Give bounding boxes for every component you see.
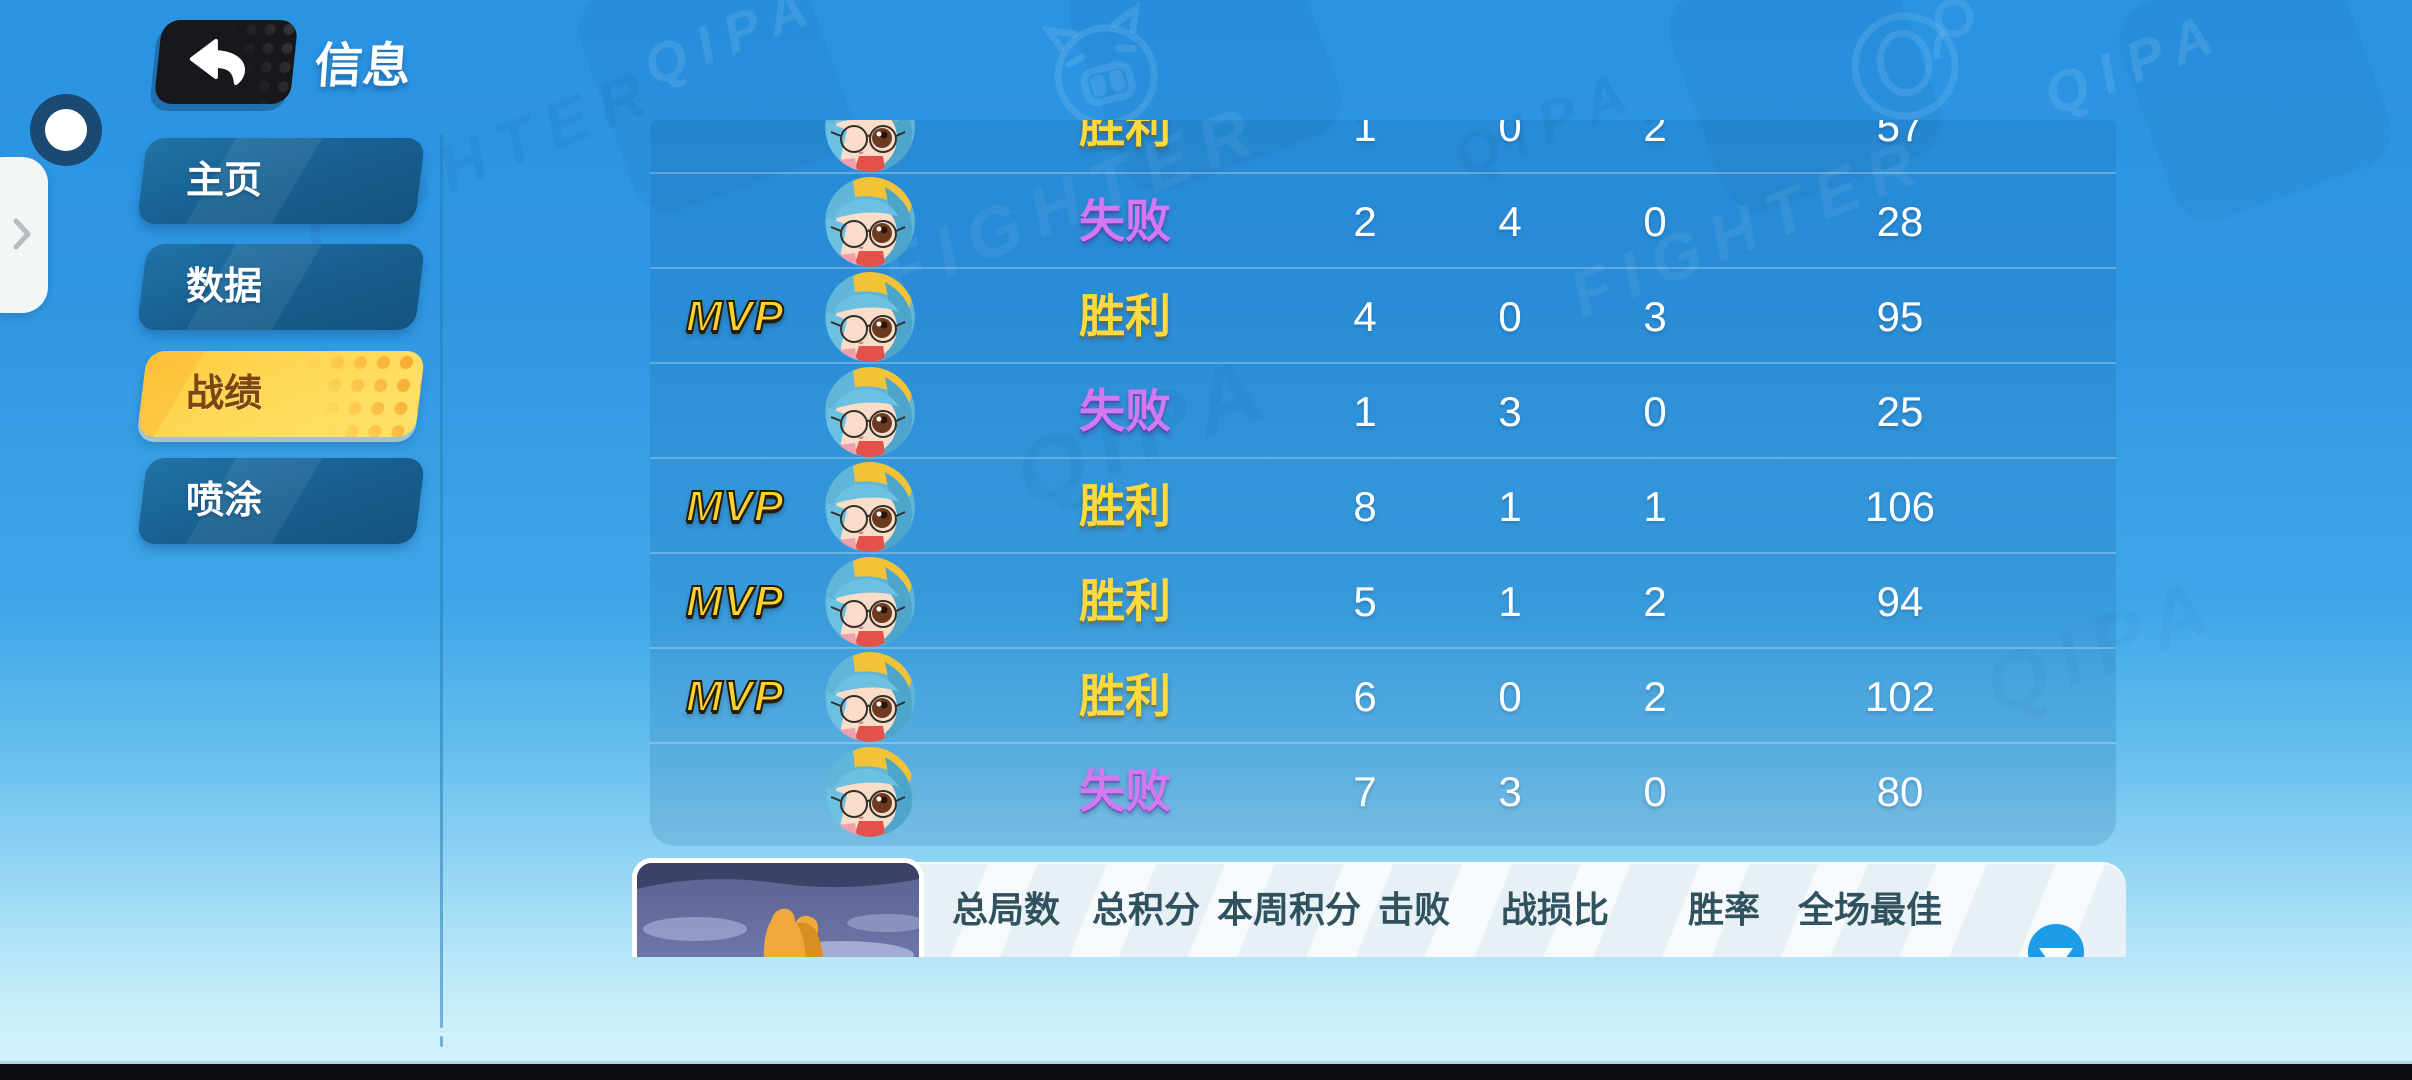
match-result: 胜利 [1079,670,1171,722]
stat-3: 0 [1643,768,1667,815]
summary-header-best-overall: 全场最佳 [1797,889,1943,930]
stat-1: 2 [1353,198,1377,245]
stat-3: 2 [1643,578,1667,625]
match-result: 失败 [1079,765,1171,817]
sidebar-item-home[interactable]: 主页 [136,138,426,224]
stat-3: 2 [1643,673,1667,720]
summary-bar-region: 总局数 总积分 本周积分 击败 战损比 胜率 全场最佳 [630,858,2130,957]
match-result: 失败 [1079,195,1171,247]
sidebar-item-label: 战绩 [186,373,263,415]
watermark-tile [2107,0,2403,233]
avatar [825,177,915,267]
match-row[interactable]: 失败 7 3 0 80 [650,742,2116,837]
avatar [825,120,915,172]
stat-2: 0 [1498,293,1522,340]
match-row[interactable]: 胜利 1 0 2 57 [650,120,2116,172]
sidebar-item-label: 喷涂 [186,480,263,522]
mvp-badge [660,364,810,459]
chevron-right-icon [13,218,31,250]
match-row[interactable]: 失败 2 4 0 28 [650,172,2116,267]
match-rows-viewport[interactable]: 胜利 1 0 2 57 [650,120,2116,846]
summary-header-defeats: 击败 [1377,889,1451,930]
match-score: 106 [1864,483,1936,530]
sidebar-item-data[interactable]: 数据 [136,244,426,330]
mvp-badge [660,120,810,174]
stat-1: 1 [1353,388,1377,435]
match-score: 57 [1876,120,1924,150]
back-button[interactable] [153,20,299,104]
avatar [825,652,915,742]
stat-1: 8 [1353,483,1377,530]
qipa-watermark: QIPA [2035,0,2234,128]
back-arrow-icon [189,39,245,85]
match-row[interactable]: 失败 1 3 0 25 [650,362,2116,457]
qipa-watermark: QIPA [635,0,829,98]
stat-1: 7 [1353,768,1377,815]
mvp-badge [660,744,810,839]
stat-1: 1 [1353,120,1377,150]
match-score: 94 [1876,578,1924,625]
mvp-badge: MVP [685,576,785,627]
match-result: 胜利 [1079,575,1171,627]
match-history-panel: 胜利 1 0 2 57 [650,120,2116,846]
record-dot-icon [30,94,102,166]
match-row[interactable]: MVP 胜利 8 1 1 106 [650,457,2116,552]
summary-header-total-points: 总积分 [1091,889,1201,930]
summary-header-win-rate: 胜率 [1687,889,1761,930]
collapse-arrow-icon [2039,948,2073,957]
stat-2: 4 [1498,198,1522,245]
map-thumbnail[interactable] [632,858,924,957]
match-row[interactable]: MVP 胜利 4 0 3 95 [650,267,2116,362]
match-score: 95 [1876,293,1924,340]
stat-2: 0 [1498,120,1522,150]
match-score: 102 [1864,673,1936,720]
summary-header-week-points: 本周积分 [1216,889,1362,930]
page-title: 信息 [312,40,413,93]
letterbox-bar [0,1064,2412,1080]
match-result: 胜利 [1079,290,1171,342]
stat-2: 1 [1498,483,1522,530]
mvp-badge: MVP [685,671,785,722]
match-row[interactable]: MVP 胜利 5 1 2 94 [650,552,2116,647]
match-score: 28 [1876,198,1924,245]
avatar [825,367,915,457]
mvp-badge [660,174,810,269]
map-thumbnail-image [637,863,919,957]
match-result: 胜利 [1079,120,1171,152]
stat-3: 1 [1643,483,1667,530]
stat-2: 3 [1498,768,1522,815]
stat-3: 3 [1643,293,1667,340]
match-score: 80 [1876,768,1924,815]
stat-2: 3 [1498,388,1522,435]
stat-3: 0 [1643,388,1667,435]
match-result: 胜利 [1079,480,1171,532]
avatar [825,462,915,552]
bottom-edge-line [0,1061,2412,1064]
sidebar-item-spray[interactable]: 喷涂 [136,458,426,544]
avatar [825,272,915,362]
sidebar-item-label: 主页 [186,160,263,202]
mvp-badge: MVP [685,291,785,342]
summary-header-total-games: 总局数 [951,889,1061,930]
avatar [825,557,915,647]
sidebar-divider [440,134,443,1028]
stat-3: 0 [1643,198,1667,245]
stat-3: 2 [1643,120,1667,150]
match-row[interactable]: MVP 胜利 6 0 2 102 [650,647,2116,742]
sidebar-collapse-tab[interactable] [0,157,48,313]
stat-1: 4 [1353,293,1377,340]
summary-header-kd-ratio: 战损比 [1500,889,1610,930]
stat-2: 1 [1498,578,1522,625]
mvp-badge: MVP [685,481,785,532]
stat-1: 5 [1353,578,1377,625]
sidebar-item-label: 数据 [186,266,263,308]
sidebar-item-records[interactable]: 战绩 [136,351,426,437]
sidebar-divider-dot [440,1036,443,1047]
stat-2: 0 [1498,673,1522,720]
match-result: 失败 [1079,385,1171,437]
stat-1: 6 [1353,673,1377,720]
match-score: 25 [1876,388,1924,435]
avatar [825,747,915,837]
